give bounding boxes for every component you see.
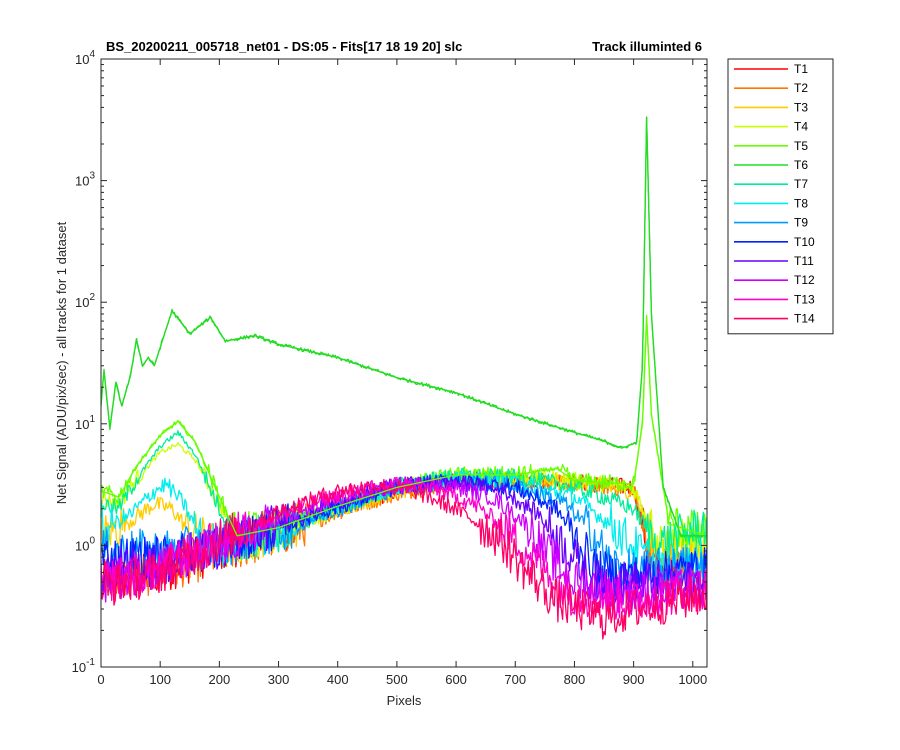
legend-label-t12: T12 — [794, 273, 815, 287]
chart-title: BS_20200211_005718_net01 - DS:05 - Fits[… — [106, 39, 462, 54]
legend-box — [727, 58, 834, 335]
legend: T1 T2 T3 T4 T5 T6 T7 T8 T9 T10 T11 T12 T13 T14 — [727, 58, 834, 335]
series-peak-t6 — [101, 116, 707, 537]
y-tick-exponent: 2 — [89, 292, 95, 303]
legend-label-t11: T11 — [794, 254, 814, 268]
y-tick-base: 10 — [72, 660, 86, 675]
series-peak-t5 — [101, 316, 707, 537]
legend-label-t10: T10 — [794, 235, 815, 249]
y-tick-exponent: 4 — [89, 49, 95, 60]
legend-label-t2: T2 — [794, 81, 808, 95]
x-tick-label: 100 — [149, 672, 171, 687]
y-tick-label: 100 — [75, 535, 95, 553]
y-tick-exponent: -1 — [86, 657, 95, 668]
legend-label-t5: T5 — [794, 139, 808, 153]
axes-box — [100, 58, 708, 668]
x-tick-label: 800 — [564, 672, 586, 687]
y-tick-exponent: 3 — [89, 171, 95, 182]
legend-label-t3: T3 — [794, 100, 808, 114]
x-tick-label: 400 — [327, 672, 349, 687]
legend-label-t13: T13 — [794, 292, 815, 306]
legend-label-t9: T9 — [794, 216, 808, 230]
y-tick-base: 10 — [75, 295, 89, 310]
legend-label-t8: T8 — [794, 196, 808, 210]
y-tick-base: 10 — [75, 417, 89, 432]
legend-label-t4: T4 — [794, 120, 808, 134]
x-tick-label: 600 — [445, 672, 467, 687]
legend-label-t6: T6 — [794, 158, 808, 172]
y-tick-label: 101 — [75, 414, 95, 432]
y-tick-label: 102 — [75, 292, 95, 310]
y-axis-label: Net Signal (ADU/pix/sec) - all tracks fo… — [54, 221, 69, 504]
series-line-t10 — [101, 473, 707, 599]
y-tick-base: 10 — [75, 52, 89, 67]
x-tick-label: 300 — [268, 672, 290, 687]
x-tick-label: 900 — [623, 672, 645, 687]
x-tick-label: 1000 — [678, 672, 707, 687]
x-tick-label: 200 — [209, 672, 231, 687]
plot-area — [100, 58, 708, 668]
x-axis-label: Pixels — [387, 693, 422, 708]
legend-label-t7: T7 — [794, 177, 808, 191]
y-tick-exponent: 0 — [89, 535, 95, 546]
legend-label-t14: T14 — [794, 312, 815, 326]
chart-title-right: Track illuminted 6 — [592, 39, 702, 54]
x-tick-label: 700 — [504, 672, 526, 687]
y-tick-label: 103 — [75, 171, 95, 189]
legend-label-t1: T1 — [794, 62, 808, 76]
series-line-t14 — [101, 478, 707, 640]
x-axis-ticks: 0 100 200 300 400 500 600 700 800 900 1000 — [97, 59, 707, 687]
series-group — [101, 116, 707, 640]
x-tick-label: 0 — [97, 672, 104, 687]
y-tick-exponent: 1 — [89, 414, 95, 425]
y-tick-base: 10 — [75, 174, 89, 189]
y-tick-label: 10-1 — [72, 657, 96, 675]
x-tick-label: 500 — [386, 672, 408, 687]
y-tick-label: 104 — [75, 49, 95, 67]
y-tick-base: 10 — [75, 538, 89, 553]
